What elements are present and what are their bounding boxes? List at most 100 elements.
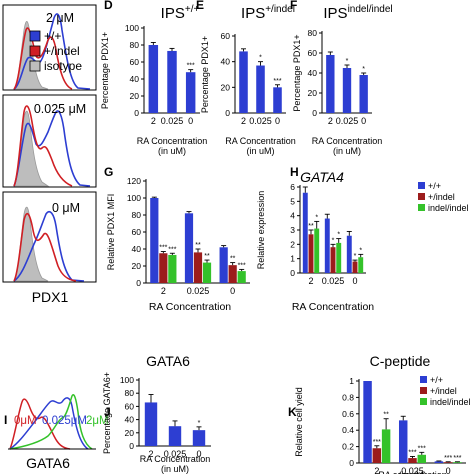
y-tick-label-h: 3 bbox=[290, 225, 295, 235]
gata6-label-0025um: 0.025μM bbox=[42, 415, 87, 427]
bar-g bbox=[159, 253, 168, 283]
y-tick-label-d: 100 bbox=[125, 23, 139, 33]
legend-label-wt: +/+ bbox=[44, 29, 61, 43]
legend-label-k: +/indel bbox=[430, 386, 457, 396]
chart-title-k: C-peptide bbox=[370, 353, 431, 369]
y-tick-label-g: 80 bbox=[132, 210, 142, 220]
y-tick-label-g: 100 bbox=[127, 193, 141, 203]
y-tick-label-f: 40 bbox=[308, 68, 318, 78]
x-tick-label-d: 0 bbox=[188, 116, 193, 126]
gata6-histogram-0025um bbox=[9, 397, 89, 450]
gata6-label-0um-top: 0μM bbox=[14, 415, 37, 427]
x-axis-label-f-line2: (in uM) bbox=[333, 146, 361, 156]
y-tick-label-h: 0 bbox=[290, 268, 295, 278]
significance-h: * bbox=[315, 214, 318, 221]
bar-g bbox=[168, 254, 177, 283]
bar-k bbox=[381, 429, 391, 463]
gata6-histogram-0um bbox=[9, 398, 71, 450]
x-tick-label-f: 0.025 bbox=[336, 116, 359, 126]
indel-histogram-0um bbox=[13, 212, 77, 282]
bar-e bbox=[256, 65, 265, 113]
significance-g: ** bbox=[204, 253, 210, 260]
significance-d: *** bbox=[187, 63, 195, 70]
chart-title-j: GATA6 bbox=[146, 353, 190, 369]
flow-xlabel-pdx1: PDX1 bbox=[32, 289, 69, 305]
wt-histogram-0um bbox=[13, 210, 85, 282]
bar-f bbox=[342, 68, 352, 113]
y-tick-label-g: 60 bbox=[132, 227, 142, 237]
y-axis-label-e: Percentage PDX1+ bbox=[200, 36, 210, 113]
bar-g bbox=[202, 262, 212, 283]
bar-k bbox=[443, 462, 453, 463]
y-tick-label-j: 100 bbox=[120, 375, 134, 385]
legend-swatch-isotype bbox=[29, 60, 41, 72]
panel-letter-d: D bbox=[104, 0, 113, 12]
legend-label-h: indel/indel bbox=[428, 203, 469, 213]
y-tick-label-f: 0 bbox=[312, 108, 317, 118]
x-tick-label-g: 2 bbox=[161, 286, 166, 296]
significance-k: *** bbox=[444, 455, 452, 462]
significance-k: *** bbox=[418, 445, 426, 452]
bar-g bbox=[184, 213, 194, 283]
legend-swatch-k bbox=[420, 387, 427, 394]
significance-g: *** bbox=[238, 262, 246, 269]
x-tick-label-e: 0.025 bbox=[249, 116, 272, 126]
indel-histogram-0025um bbox=[13, 105, 73, 187]
bar-j bbox=[192, 430, 206, 446]
y-tick-label-g: 40 bbox=[132, 244, 142, 254]
x-tick-label-h: 2 bbox=[308, 276, 313, 286]
x-tick-label-f: 2 bbox=[328, 116, 333, 126]
chart-title-h: GATA4 bbox=[300, 169, 344, 185]
y-tick-label-f: 60 bbox=[308, 48, 318, 58]
y-tick-label-h: 4 bbox=[290, 211, 295, 221]
y-axis-label-h: Relative expression bbox=[256, 191, 266, 270]
bar-j bbox=[144, 402, 158, 446]
x-axis-label-f: RA Concentration bbox=[312, 136, 383, 146]
gata6-label-2um: 2μM bbox=[86, 415, 109, 427]
bar-f bbox=[359, 75, 368, 113]
flow-box-2um bbox=[2, 4, 97, 91]
y-axis-label-f: Percentage PDX1+ bbox=[292, 34, 302, 111]
bar-g bbox=[228, 265, 237, 283]
flow-box-0025um bbox=[2, 94, 97, 188]
panel-letter-e: E bbox=[196, 0, 204, 12]
bar-f bbox=[326, 55, 335, 113]
legend-swatch-k bbox=[420, 376, 427, 383]
legend-swatch-indel bbox=[29, 45, 41, 57]
y-tick-label-g: 20 bbox=[132, 261, 142, 271]
panel-letter-j: J bbox=[104, 405, 111, 419]
y-tick-label-f: 80 bbox=[308, 28, 318, 38]
bar-h bbox=[346, 235, 352, 273]
x-tick-label-h: 0.025 bbox=[322, 276, 345, 286]
x-tick-label-k: 2 bbox=[374, 466, 379, 474]
x-axis-label-d-line2: (in uM) bbox=[158, 146, 186, 156]
chart-title-d: IPS+/+ bbox=[161, 4, 200, 22]
significance-h: ** bbox=[308, 223, 314, 230]
y-tick-label-k: 0.4 bbox=[342, 425, 354, 435]
y-tick-label-h: 6 bbox=[290, 182, 295, 192]
legend-swatch-k bbox=[420, 398, 427, 405]
x-tick-label-k: 0 bbox=[446, 466, 451, 474]
legend-label-k: +/+ bbox=[430, 375, 443, 385]
panel-letter-i: I bbox=[4, 413, 7, 427]
bar-h bbox=[330, 247, 336, 273]
x-tick-label-g: 0.025 bbox=[187, 286, 210, 296]
significance-h: * bbox=[354, 253, 357, 260]
x-tick-label-j: 2 bbox=[148, 449, 153, 459]
significance-e: * bbox=[259, 55, 262, 62]
x-axis-label-g: RA Concentration bbox=[149, 301, 231, 313]
legend-swatch-h bbox=[418, 193, 425, 200]
x-tick-label-e: 2 bbox=[241, 116, 246, 126]
bar-e bbox=[239, 51, 248, 113]
legend-label-h: +/indel bbox=[428, 192, 455, 202]
legend-label-indel: +/indel bbox=[44, 44, 80, 58]
x-axis-label-k-line2: (in uM) bbox=[398, 470, 426, 474]
bar-h bbox=[308, 234, 314, 273]
x-axis-label-k: RA concentration bbox=[378, 470, 447, 474]
significance-h: * bbox=[332, 237, 335, 244]
bar-d bbox=[148, 45, 159, 113]
wt-histogram-0025um bbox=[13, 110, 91, 187]
x-axis-label-j: RA Concentration bbox=[140, 454, 211, 464]
significance-g: *** bbox=[159, 245, 167, 252]
